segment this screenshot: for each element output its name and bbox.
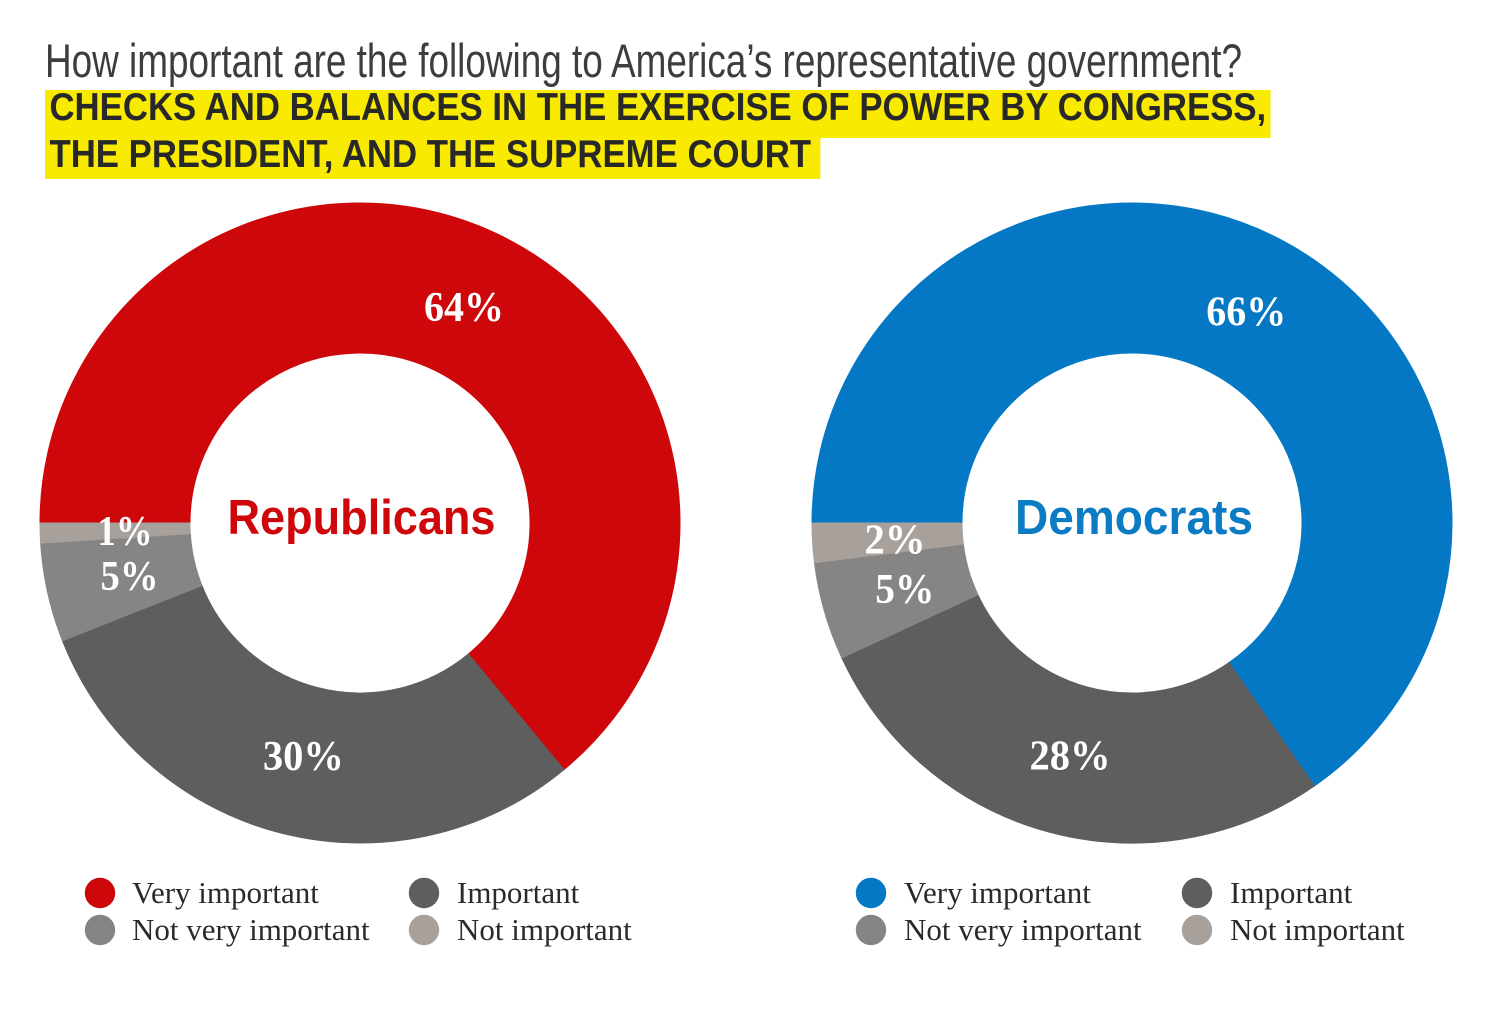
svg-text:Republicans: Republicans — [228, 491, 496, 545]
svg-text:5%: 5% — [875, 567, 934, 613]
svg-text:30%: 30% — [263, 734, 344, 780]
svg-text:2%: 2% — [865, 518, 926, 564]
svg-text:Not important: Not important — [457, 912, 632, 947]
svg-text:28%: 28% — [1030, 734, 1111, 780]
svg-text:Very important: Very important — [904, 875, 1091, 910]
svg-text:Important: Important — [1230, 875, 1353, 910]
svg-text:Important: Important — [457, 875, 580, 910]
svg-text:1%: 1% — [98, 509, 153, 555]
svg-text:Not very important: Not very important — [904, 912, 1142, 947]
svg-text:Not important: Not important — [1230, 912, 1405, 947]
svg-text:64%: 64% — [424, 285, 504, 331]
svg-text:Very important: Very important — [132, 875, 319, 910]
svg-text:66%: 66% — [1206, 289, 1286, 335]
svg-text:5%: 5% — [101, 554, 159, 600]
svg-text:Democrats: Democrats — [1015, 491, 1253, 545]
svg-text:Not very important: Not very important — [132, 912, 370, 947]
